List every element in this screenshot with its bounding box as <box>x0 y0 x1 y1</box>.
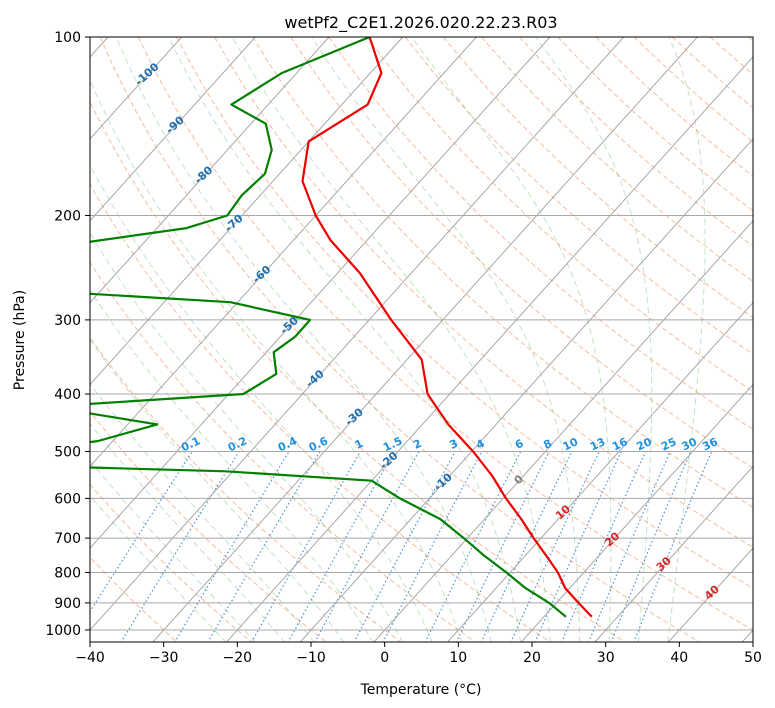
x-tick-label: −20 <box>223 650 253 666</box>
dewpoint-profile-line <box>90 37 567 618</box>
moist-adiabat-line <box>115 37 492 642</box>
mixing-ratio-line <box>610 451 692 642</box>
mixing-ratio-line <box>455 451 550 642</box>
mixing-ratio-label: 10 <box>561 435 581 453</box>
y-tick-label: 700 <box>54 531 81 547</box>
x-tick-label: −10 <box>296 650 326 666</box>
y-axis-ticks: 100 200 300 400 500 600 700 800 900 1000 <box>45 30 90 639</box>
moist-adiabat-line <box>168 37 522 642</box>
x-tick-label: 50 <box>744 650 762 666</box>
y-tick-label: 600 <box>54 491 81 507</box>
dry-adiabat-line <box>252 37 753 508</box>
moist-adiabat-line <box>90 460 256 642</box>
background-lines <box>90 37 753 642</box>
moist-adiabat-line <box>667 37 706 642</box>
isotherm-line <box>90 37 330 304</box>
dry-adiabat-line <box>90 556 178 642</box>
mixing-ratio-label: 16 <box>610 435 630 453</box>
isotherm-line <box>446 301 753 642</box>
y-tick-label: 1000 <box>45 623 81 639</box>
mixing-ratio-label: 13 <box>588 435 607 453</box>
plot-frame <box>89 36 754 643</box>
moist-adiabat-line <box>90 163 433 642</box>
x-tick-label: 30 <box>597 650 615 666</box>
mixing-ratio-line <box>353 451 456 642</box>
mixing-ratio-line <box>90 451 193 613</box>
grid-lines <box>90 37 753 642</box>
x-tick-label: 20 <box>523 650 541 666</box>
dry-adiabat-line <box>90 100 626 642</box>
dry-adiabat-line <box>366 37 753 393</box>
mixing-ratio-label: 25 <box>659 435 678 453</box>
y-tick-label: 400 <box>54 387 81 403</box>
mixing-ratio-label: 20 <box>634 435 654 453</box>
isotherm-line <box>520 383 753 642</box>
isotherm-line <box>90 37 551 549</box>
moist-adiabat-line <box>90 382 315 642</box>
moist-adiabat-line <box>90 338 345 642</box>
x-tick-label: −30 <box>149 650 179 666</box>
y-tick-label: 900 <box>54 596 81 612</box>
temperature-profile-line <box>301 37 593 618</box>
mixing-ratio-line <box>561 451 647 642</box>
x-tick-label: 40 <box>670 650 688 666</box>
x-axis-label: Temperature (°C) <box>360 682 482 698</box>
y-axis-label: Pressure (hPa) <box>12 290 28 390</box>
isotherm-line <box>594 465 753 642</box>
moist-adiabat-line <box>411 37 612 642</box>
dry-adiabat-line <box>90 261 477 642</box>
x-tick-label: 0 <box>380 650 389 666</box>
dry-adiabat-line <box>290 37 753 469</box>
isotherm-line <box>299 138 753 642</box>
plot-area-background <box>90 37 753 642</box>
y-tick-label: 100 <box>54 30 81 46</box>
isotherm-line <box>90 37 256 222</box>
moist-adiabat-line <box>90 422 286 642</box>
dry-adiabat-line <box>99 37 701 642</box>
x-tick-label: 10 <box>449 650 467 666</box>
isotherm-line <box>90 37 183 140</box>
y-tick-label: 300 <box>54 313 81 329</box>
dry-adiabat-line <box>404 37 753 355</box>
mixing-ratio-line <box>287 451 395 642</box>
y-tick-label: 200 <box>54 209 81 225</box>
isotherm-line <box>225 56 753 642</box>
isotherm-line <box>373 220 753 642</box>
mixing-ratio-line <box>588 451 671 642</box>
isotherm-line <box>90 37 404 386</box>
mixing-ratio-line <box>424 451 522 642</box>
moist-adiabat-line <box>535 37 653 642</box>
chart-title: wetPf2_C2E1.2026.020.22.23.R03 <box>284 13 557 33</box>
moist-adiabat-line <box>90 289 374 642</box>
x-tick-label: −40 <box>75 650 105 666</box>
isotherm-line <box>90 37 477 468</box>
mixing-ratio-label: 36 <box>700 435 720 453</box>
profile-series <box>90 37 593 618</box>
isotherm-line <box>152 37 698 642</box>
y-tick-label: 500 <box>54 445 81 461</box>
isotherm-line <box>90 37 625 631</box>
mixing-ratio-line <box>174 451 290 642</box>
moist-adiabat-line <box>311 37 581 642</box>
x-axis-ticks: −40 −30 −20 −10 0 10 20 30 40 50 <box>75 642 762 666</box>
dry-adiabat-line <box>90 483 253 642</box>
dry-adiabat-line <box>137 37 753 631</box>
y-tick-label: 800 <box>54 566 81 582</box>
mixing-ratio-label: 30 <box>680 435 700 453</box>
dry-adiabat-line <box>328 37 753 431</box>
